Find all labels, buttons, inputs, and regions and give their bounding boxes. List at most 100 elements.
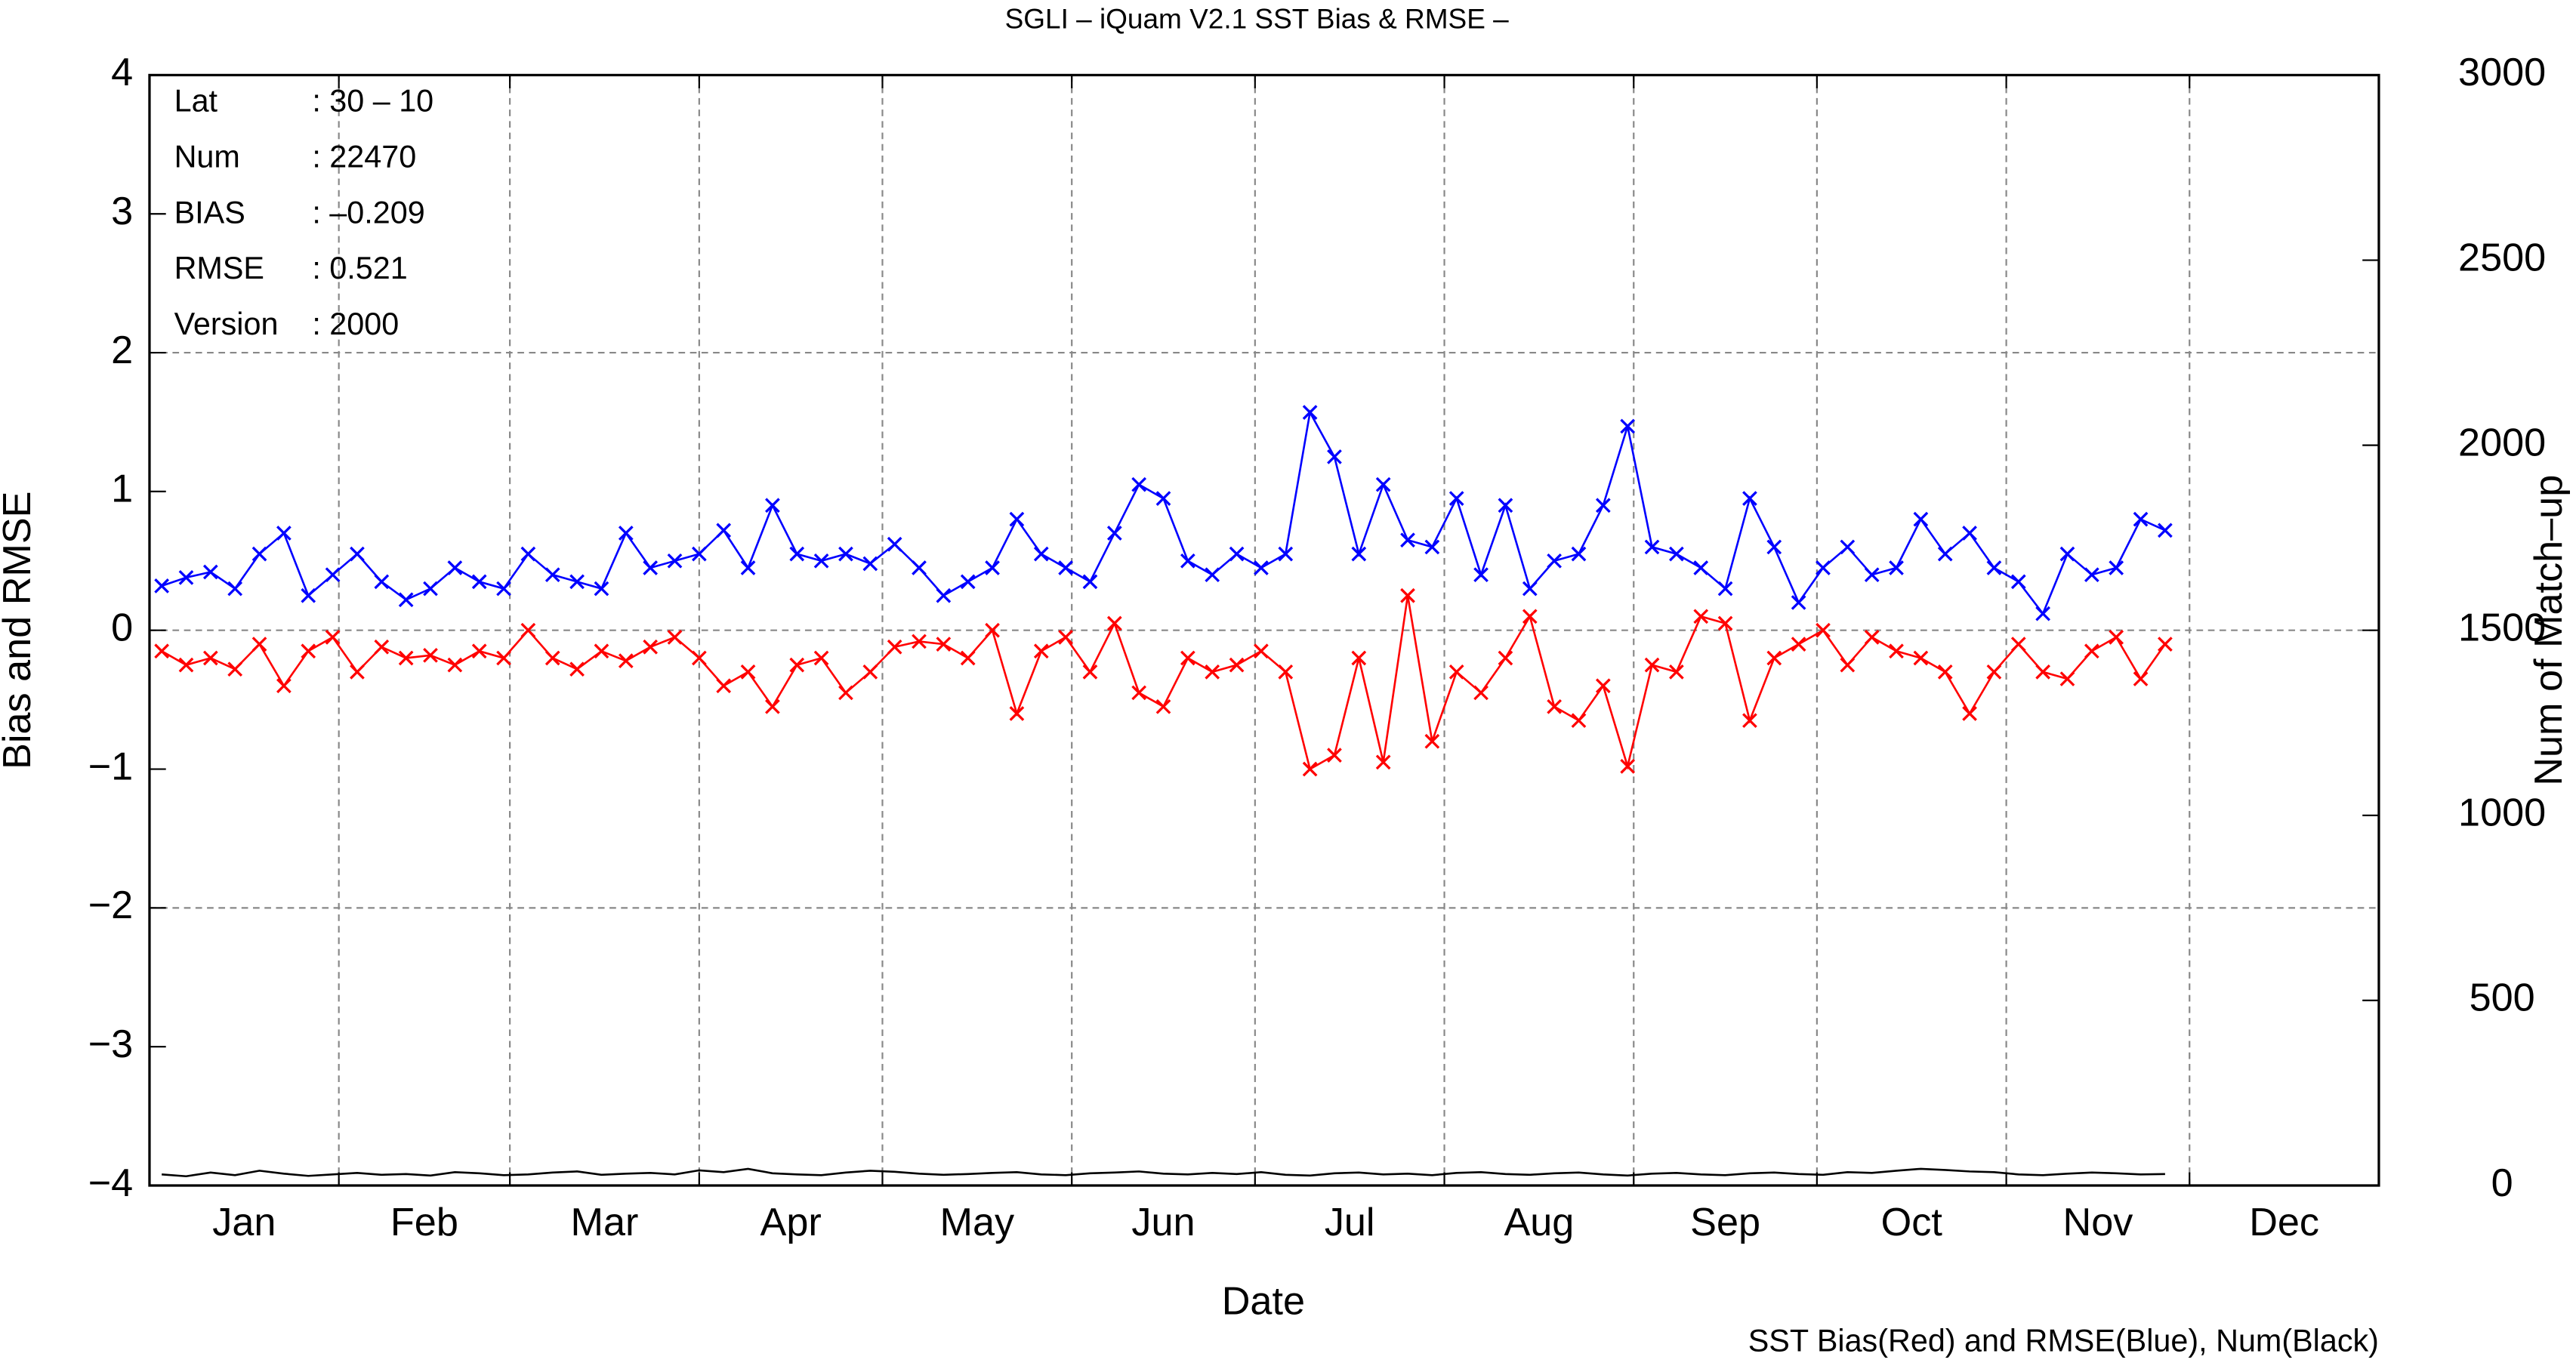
- marker: [2035, 664, 2050, 680]
- marker: [423, 581, 438, 597]
- marker: [1033, 546, 1049, 562]
- y-tick-label: −4: [88, 1161, 134, 1205]
- marker: [936, 637, 952, 652]
- marker: [1375, 754, 1391, 770]
- x-tick-label: Jun: [1131, 1201, 1195, 1244]
- info-label: RMSE: [174, 251, 264, 285]
- y2-tick-label: 0: [2491, 1161, 2513, 1205]
- marker: [471, 643, 487, 659]
- marker: [447, 657, 463, 673]
- x-tick-label: Nov: [2063, 1201, 2133, 1244]
- marker: [1131, 685, 1147, 701]
- marker: [178, 657, 194, 673]
- marker: [1180, 650, 1195, 666]
- marker: [301, 643, 316, 659]
- marker: [1864, 630, 1880, 645]
- marker: [1766, 539, 1782, 555]
- marker: [398, 592, 414, 608]
- y2-tick-label: 1000: [2458, 791, 2546, 835]
- marker: [691, 650, 707, 666]
- marker: [1522, 581, 1538, 597]
- marker: [1547, 698, 1562, 714]
- marker: [325, 567, 341, 583]
- marker: [1302, 405, 1318, 420]
- marker: [1962, 526, 1977, 541]
- marker: [716, 523, 732, 538]
- marker: [1962, 706, 1977, 721]
- marker: [960, 574, 976, 590]
- x-tick-label: May: [940, 1201, 1015, 1244]
- y-tick-label: −3: [88, 1022, 134, 1066]
- marker: [2059, 671, 2075, 686]
- marker: [912, 560, 927, 575]
- x-tick-label: Aug: [1504, 1201, 1574, 1244]
- marker: [1009, 511, 1025, 527]
- marker: [740, 664, 756, 680]
- marker: [350, 664, 365, 680]
- marker: [1302, 761, 1318, 777]
- info-value: : –0.209: [312, 195, 424, 230]
- marker: [520, 546, 536, 562]
- marker: [1986, 664, 2002, 680]
- x-tick-label: Apr: [760, 1201, 822, 1244]
- marker: [2010, 637, 2026, 652]
- info-label: Version: [174, 307, 279, 341]
- marker: [1644, 539, 1660, 555]
- marker: [1351, 546, 1367, 562]
- marker: [667, 630, 683, 645]
- marker: [1791, 637, 1806, 652]
- marker: [691, 546, 707, 562]
- marker: [1400, 587, 1415, 603]
- marker: [2059, 546, 2075, 562]
- marker: [1547, 553, 1562, 569]
- info-value: : 2000: [312, 307, 399, 341]
- marker: [765, 498, 780, 513]
- marker: [1327, 748, 1342, 763]
- marker: [471, 574, 487, 590]
- marker: [325, 630, 341, 645]
- marker: [569, 574, 585, 590]
- marker: [667, 553, 683, 569]
- marker: [1473, 567, 1489, 583]
- marker: [1595, 498, 1611, 513]
- marker: [1913, 511, 1929, 527]
- x-tick-label: Sep: [1690, 1201, 1760, 1244]
- marker: [1375, 476, 1391, 492]
- marker: [1254, 643, 1269, 659]
- marker: [1424, 733, 1440, 749]
- x-tick-label: Jul: [1325, 1201, 1375, 1244]
- marker: [1816, 622, 1831, 638]
- marker: [301, 587, 316, 603]
- marker: [1058, 630, 1073, 645]
- marker: [2010, 574, 2026, 590]
- marker: [2084, 643, 2099, 659]
- marker: [1229, 657, 1245, 673]
- marker: [1180, 553, 1195, 569]
- marker: [1498, 650, 1513, 666]
- chart-title: SGLI – iQuam V2.1 SST Bias & RMSE –: [1005, 3, 1510, 34]
- marker: [618, 653, 634, 669]
- marker: [912, 634, 927, 649]
- marker: [936, 587, 952, 603]
- marker: [1717, 581, 1733, 597]
- series-0: [154, 405, 2173, 621]
- footnote: SST Bias(Red) and RMSE(Blue), Num(Black): [1748, 1324, 2379, 1358]
- y-tick-label: 2: [111, 328, 133, 372]
- marker: [202, 564, 218, 580]
- series-1: [154, 587, 2173, 777]
- marker: [643, 639, 659, 655]
- marker: [1058, 560, 1073, 575]
- marker: [1571, 713, 1587, 729]
- marker: [374, 574, 390, 590]
- marker: [1791, 595, 1806, 610]
- marker: [496, 581, 511, 597]
- marker: [276, 678, 292, 694]
- marker: [1840, 539, 1856, 555]
- marker: [2109, 630, 2124, 645]
- marker: [154, 643, 169, 659]
- info-label: Num: [174, 139, 240, 174]
- x-tick-label: Feb: [390, 1201, 458, 1244]
- marker: [2158, 523, 2173, 538]
- marker: [1033, 643, 1049, 659]
- y2-tick-label: 2500: [2458, 236, 2546, 279]
